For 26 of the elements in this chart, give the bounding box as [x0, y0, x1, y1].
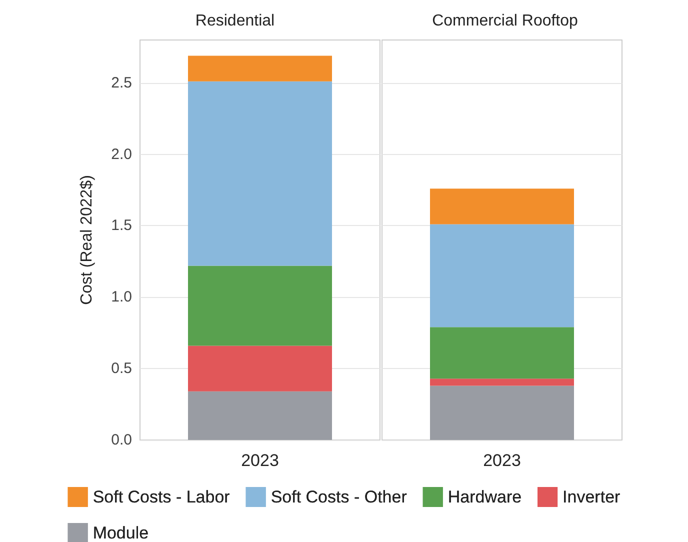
- legend-label: Inverter: [562, 488, 621, 506]
- bar: [430, 378, 574, 386]
- y-tick-label: 0.5: [111, 360, 132, 378]
- legend-label: Soft Costs - Labor: [92, 488, 230, 506]
- bar: [188, 391, 332, 440]
- y-tick-label: 2.0: [111, 146, 132, 163]
- bar: [188, 81, 332, 266]
- bar: [188, 266, 332, 346]
- y-tick-label: 1.5: [111, 217, 132, 234]
- legend-label: Hardware: [448, 488, 522, 506]
- x-tick-label: 2023: [483, 451, 521, 470]
- y-tick-label: 1.0: [111, 288, 132, 306]
- legend-label: Module: [92, 524, 149, 542]
- chart-title: Commercial Rooftop: [432, 12, 578, 30]
- y-tick-label: 0.0: [111, 432, 132, 448]
- bar: [188, 56, 332, 82]
- x-tick-label: 2023: [241, 451, 279, 470]
- y-tick-label: 2.5: [111, 74, 132, 92]
- bar: [188, 346, 332, 392]
- bar: [430, 327, 574, 379]
- bar: [430, 188, 574, 224]
- chart-title: Residential: [195, 12, 275, 30]
- y-axis-title: Cost (Real 2022$): [78, 175, 96, 305]
- bar: [430, 224, 574, 328]
- bar: [430, 386, 574, 440]
- legend-label: Soft Costs - Other: [270, 488, 408, 506]
